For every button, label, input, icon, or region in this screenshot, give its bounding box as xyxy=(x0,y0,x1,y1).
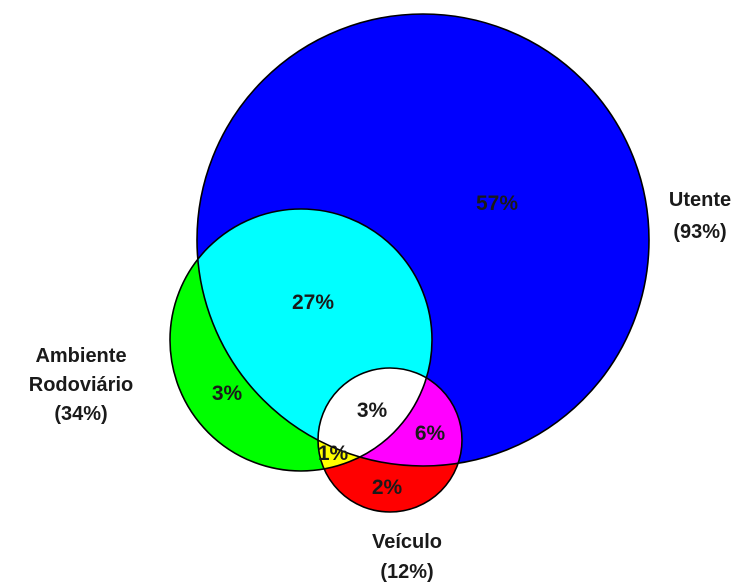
veiculo-only-value: 2% xyxy=(372,476,403,499)
utente-outline xyxy=(196,13,650,467)
ambiente-set-label: Ambiente Rodoviário (34%) xyxy=(29,345,133,425)
veiculo-outline xyxy=(317,367,463,513)
utente-veiculo-value: 6% xyxy=(415,422,446,445)
utente-ambiente-value: 27% xyxy=(292,291,334,314)
ambiente-only-value: 3% xyxy=(212,382,243,405)
utente-set-label: Utente (93%) xyxy=(669,189,731,243)
ambiente-name-line-2: Rodoviário xyxy=(29,374,133,396)
veiculo-set-label: Veículo (12%) xyxy=(372,531,442,583)
ambiente-veiculo-value: 1% xyxy=(318,442,349,465)
utente-name: Utente xyxy=(669,189,731,211)
ambiente-outline xyxy=(169,208,433,472)
ambiente-share: (34%) xyxy=(54,403,107,425)
veiculo-share: (12%) xyxy=(380,561,433,583)
utente-only-value: 57% xyxy=(476,192,518,215)
ambiente-name-line-1: Ambiente xyxy=(35,345,126,367)
veiculo-name: Veículo xyxy=(372,531,442,553)
utente-share: (93%) xyxy=(673,221,726,243)
all-three-value: 3% xyxy=(357,399,388,422)
